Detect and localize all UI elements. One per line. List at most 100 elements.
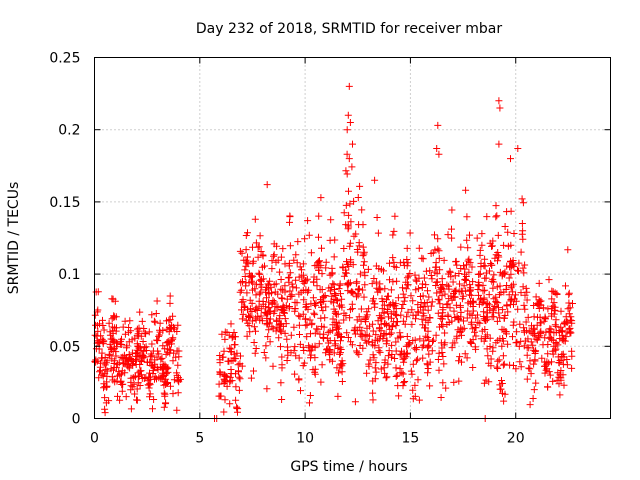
data-point: [519, 235, 527, 243]
data-point: [402, 285, 410, 293]
data-point: [304, 305, 312, 313]
data-point: [127, 382, 135, 390]
data-point: [551, 346, 559, 354]
data-point: [336, 364, 344, 372]
data-point: [435, 366, 443, 374]
data-point: [257, 288, 265, 296]
data-point: [344, 280, 352, 288]
data-point: [480, 379, 488, 387]
data-point: [143, 358, 151, 366]
data-point: [264, 333, 272, 341]
data-point: [256, 316, 264, 324]
data-point: [285, 278, 293, 286]
data-point: [440, 360, 448, 368]
data-point: [241, 266, 249, 274]
data-point: [487, 355, 495, 363]
data-point: [473, 234, 481, 242]
data-point: [301, 315, 309, 323]
data-point: [448, 234, 456, 242]
data-point: [326, 287, 334, 295]
data-point: [381, 285, 389, 293]
data-point: [361, 336, 369, 344]
data-point: [408, 320, 416, 328]
data-point: [424, 318, 432, 326]
data-point: [394, 294, 402, 302]
data-point: [309, 366, 317, 374]
data-point: [315, 212, 323, 220]
data-point: [394, 382, 402, 390]
data-point: [268, 257, 276, 265]
data-point: [247, 374, 255, 382]
data-point: [306, 399, 313, 407]
data-point: [467, 339, 475, 347]
data-point: [157, 355, 165, 363]
data-point: [246, 296, 254, 304]
data-point: [521, 261, 529, 269]
data-point: [364, 265, 372, 273]
data-point: [295, 273, 303, 281]
data-point: [474, 286, 482, 293]
data-point: [360, 258, 368, 266]
data-point: [562, 318, 570, 326]
data-point: [465, 255, 473, 263]
data-point: [545, 359, 553, 367]
data-point: [263, 321, 271, 329]
data-point: [257, 248, 265, 255]
data-point: [389, 231, 397, 239]
data-point: [168, 340, 175, 348]
data-point: [330, 281, 338, 289]
data-point: [501, 390, 509, 398]
data-point: [409, 386, 417, 394]
data-point: [512, 339, 520, 347]
data-point: [342, 167, 350, 175]
data-point: [122, 356, 130, 364]
data-point: [403, 333, 411, 340]
data-point: [356, 342, 364, 349]
data-point: [499, 335, 507, 342]
data-point: [281, 329, 289, 337]
data-point: [494, 357, 502, 365]
data-point: [338, 378, 346, 385]
data-point: [114, 360, 122, 368]
data-point: [434, 245, 442, 253]
data-point: [131, 334, 139, 342]
x-tick-label: 20: [507, 431, 525, 447]
data-point: [333, 331, 341, 339]
data-point: [496, 104, 504, 112]
data-point: [494, 231, 502, 239]
data-point: [502, 328, 510, 335]
data-point: [388, 341, 396, 349]
data-point: [100, 326, 108, 334]
data-point: [493, 317, 501, 325]
data-point: [427, 250, 435, 257]
data-point: [116, 396, 124, 404]
data-point: [344, 334, 352, 341]
data-point: [565, 310, 573, 318]
data-point: [455, 377, 463, 385]
data-point: [558, 336, 566, 344]
data-point: [461, 350, 469, 358]
data-point: [455, 270, 463, 277]
data-point: [277, 343, 284, 351]
data-point: [435, 349, 443, 357]
data-point: [407, 292, 415, 300]
data-point: [538, 354, 546, 362]
data-point: [440, 285, 448, 293]
data-point: [295, 375, 303, 383]
data-point: [361, 281, 369, 289]
plot-frame: [94, 57, 611, 419]
data-point: [244, 229, 251, 237]
data-point: [389, 323, 396, 330]
data-point: [411, 381, 419, 389]
data-point: [507, 257, 514, 265]
data-point: [275, 334, 283, 342]
data-point: [250, 367, 257, 375]
data-point: [521, 305, 529, 313]
data-point: [424, 327, 432, 335]
data-point: [231, 341, 239, 349]
data-point: [285, 262, 293, 270]
data-point: [160, 363, 168, 371]
data-point: [552, 322, 560, 330]
data-point: [151, 356, 159, 364]
data-point: [101, 361, 109, 369]
